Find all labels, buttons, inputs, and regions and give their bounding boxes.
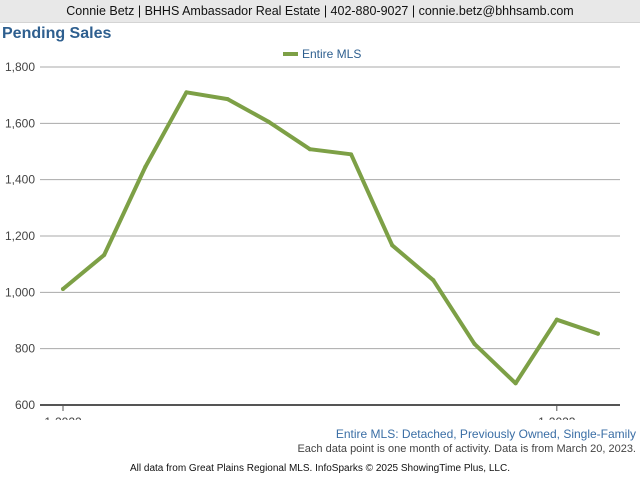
contact-line: Connie Betz | BHHS Ambassador Real Estat… bbox=[66, 4, 574, 18]
data-point bbox=[554, 317, 559, 322]
page-title: Pending Sales bbox=[2, 25, 112, 42]
data-point bbox=[184, 90, 189, 95]
data-point bbox=[513, 381, 518, 386]
legend-label: Entire MLS bbox=[302, 47, 361, 61]
data-point bbox=[102, 252, 107, 257]
y-tick-label: 1,600 bbox=[5, 116, 35, 130]
data-point bbox=[349, 152, 354, 157]
x-tick-label: 1-2022 bbox=[44, 415, 82, 420]
legend[interactable]: Entire MLS bbox=[283, 47, 361, 61]
source-footer: All data from Great Plains Regional MLS.… bbox=[130, 463, 510, 474]
y-tick-label: 1,000 bbox=[5, 285, 35, 299]
data-point bbox=[266, 119, 271, 124]
data-point bbox=[431, 278, 436, 283]
y-tick-label: 800 bbox=[15, 342, 35, 356]
data-point bbox=[595, 331, 600, 336]
pending-sales-chart: 600 800 1,000 1,200 1,400 1,600 1,800 1-2022 1-2… bbox=[5, 47, 620, 420]
y-tick-label: 1,400 bbox=[5, 173, 35, 187]
data-point bbox=[472, 341, 477, 346]
data-point bbox=[143, 164, 148, 169]
data-point bbox=[307, 147, 312, 152]
series-layer bbox=[61, 90, 600, 386]
y-tick-label: 1,800 bbox=[5, 60, 35, 74]
axes: 600 800 1,000 1,200 1,400 1,600 1,800 1-2022 1-2… bbox=[5, 60, 620, 420]
gridlines bbox=[40, 66, 620, 350]
y-tick-label: 600 bbox=[15, 398, 35, 412]
series-line-entire-mls bbox=[61, 90, 600, 386]
x-tick-label: 1-2023 bbox=[538, 415, 576, 420]
data-point bbox=[390, 243, 395, 248]
y-tick-label: 1,200 bbox=[5, 229, 35, 243]
filter-label: Entire MLS: Detached, Previously Owned, … bbox=[335, 427, 636, 441]
data-point bbox=[61, 286, 65, 291]
data-point bbox=[225, 97, 230, 102]
contact-banner: Connie Betz | BHHS Ambassador Real Estat… bbox=[0, 0, 640, 23]
activity-note: Each data point is one month of activity… bbox=[297, 443, 636, 455]
